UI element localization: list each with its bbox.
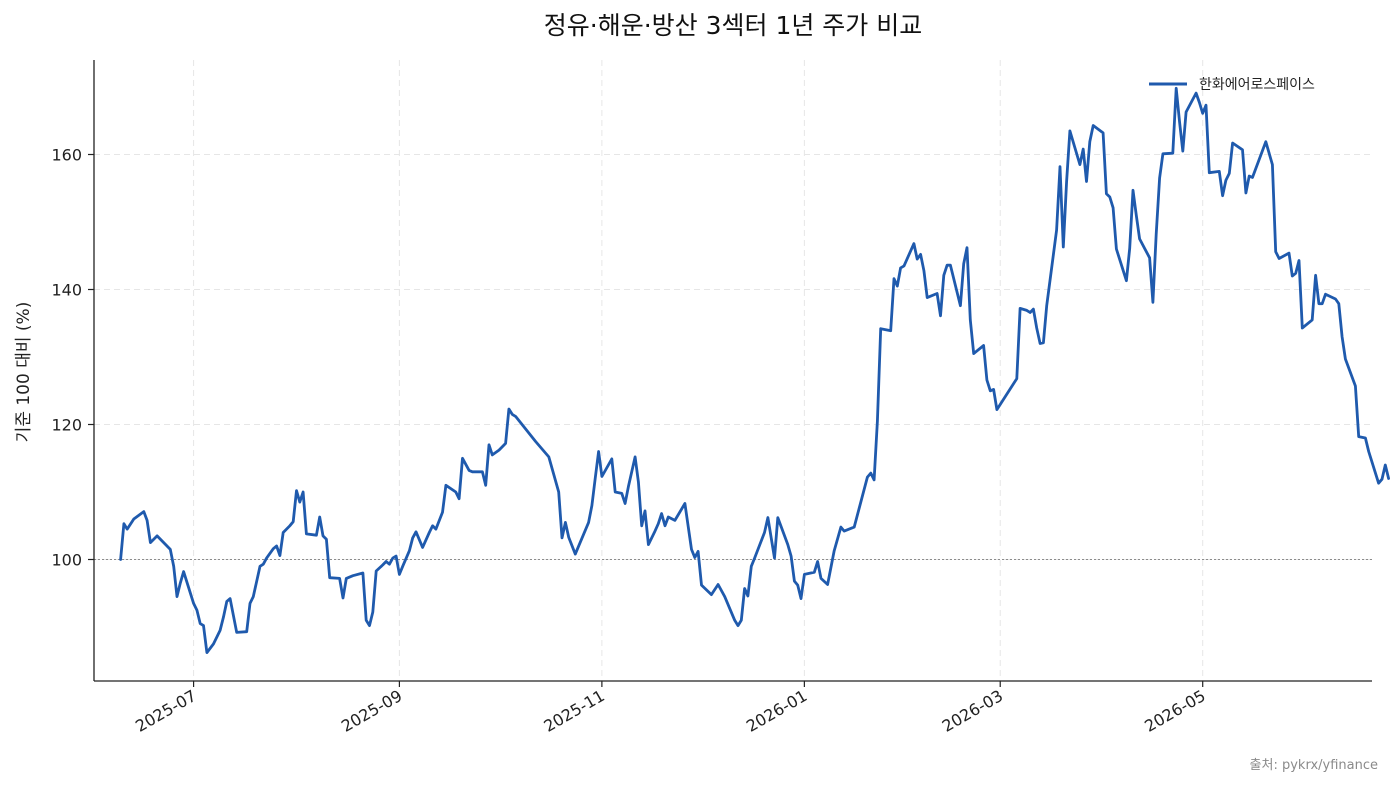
grid xyxy=(94,60,1372,681)
series-line xyxy=(119,86,1390,654)
legend: 한화에어로스페이스 xyxy=(1149,77,1315,93)
tick-labels: 100 120 140 160 2025-07 2025-09 2025-11 2026-01… xyxy=(51,146,1208,736)
y-axis-label: 기준 100 대비 (%) xyxy=(14,302,34,443)
x-tick-label: 2026-03 xyxy=(939,686,1006,736)
x-tick-label: 2025-11 xyxy=(540,686,607,736)
y-tick-label: 100 xyxy=(51,551,82,570)
series-layer xyxy=(119,86,1390,654)
x-tick-label: 2025-09 xyxy=(338,686,405,736)
chart-title: 정유·해운·방산 3섹터 1년 주가 비교 xyxy=(544,11,923,40)
y-tick-label: 140 xyxy=(51,281,82,300)
x-tick-label: 2025-07 xyxy=(132,686,199,736)
y-tick-label: 120 xyxy=(51,416,82,435)
axes xyxy=(88,60,1372,687)
source-note: 출처: pykrx/yfinance xyxy=(1250,758,1378,773)
x-tick-label: 2026-05 xyxy=(1141,686,1208,736)
legend-label: 한화에어로스페이스 xyxy=(1199,77,1315,93)
x-tick-label: 2026-01 xyxy=(743,686,810,736)
y-tick-label: 160 xyxy=(51,146,82,165)
